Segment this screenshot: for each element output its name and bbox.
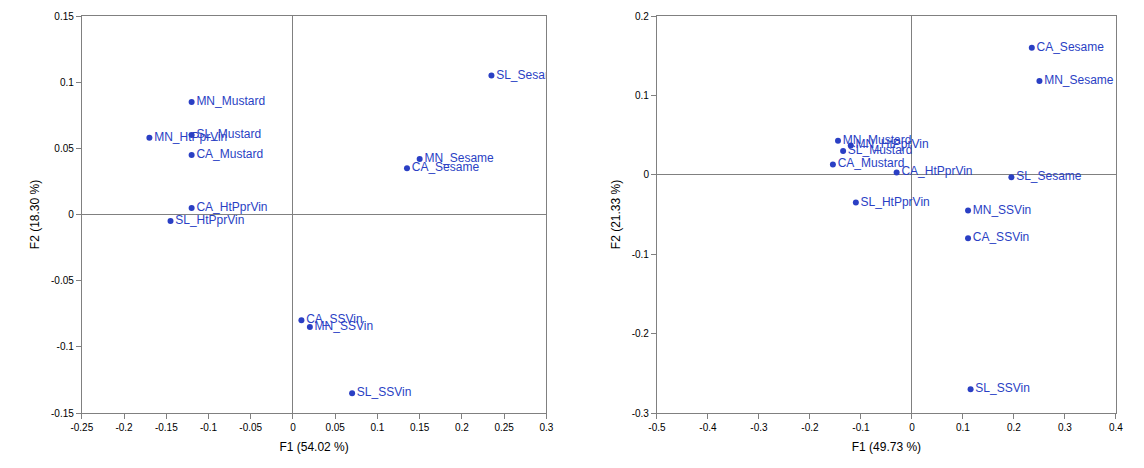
svg-text:0.15: 0.15	[410, 422, 430, 433]
svg-text:-0.3: -0.3	[632, 408, 650, 419]
svg-text:-0.1: -0.1	[632, 249, 650, 260]
svg-text:CA_HtPprVin: CA_HtPprVin	[196, 200, 267, 214]
svg-text:-0.3: -0.3	[750, 422, 768, 433]
svg-text:F1 (49.73 %): F1 (49.73 %)	[852, 440, 921, 454]
svg-text:0.05: 0.05	[54, 143, 74, 154]
svg-text:CA_Mustard: CA_Mustard	[196, 147, 263, 161]
svg-text:0.1: 0.1	[635, 90, 649, 101]
svg-text:-0.1: -0.1	[200, 422, 218, 433]
svg-text:0: 0	[290, 422, 296, 433]
svg-text:MN_HtPprVin: MN_HtPprVin	[154, 130, 227, 144]
svg-text:CA_Sesame: CA_Sesame	[412, 160, 480, 174]
svg-text:-0.1: -0.1	[852, 422, 870, 433]
svg-text:0.1: 0.1	[370, 422, 384, 433]
svg-text:CA_SSVin: CA_SSVin	[306, 312, 362, 326]
svg-text:SL_HtPprVin: SL_HtPprVin	[175, 213, 244, 227]
svg-text:SL_HtPprVin: SL_HtPprVin	[861, 195, 930, 209]
svg-text:0: 0	[68, 209, 74, 220]
svg-text:-0.5: -0.5	[648, 422, 666, 433]
svg-text:-0.15: -0.15	[155, 422, 178, 433]
svg-text:SL_Mustard: SL_Mustard	[196, 127, 261, 141]
svg-text:0.15: 0.15	[54, 11, 74, 22]
svg-text:0: 0	[643, 169, 649, 180]
svg-text:-0.1: -0.1	[57, 341, 75, 352]
svg-text:CA_HtPprVin: CA_HtPprVin	[901, 164, 972, 178]
svg-text:-0.2: -0.2	[115, 422, 133, 433]
svg-text:MN_Sesame: MN_Sesame	[1044, 73, 1114, 87]
svg-text:SL_Mustard: SL_Mustard	[848, 143, 913, 157]
svg-text:0.1: 0.1	[60, 77, 74, 88]
svg-text:-0.05: -0.05	[239, 422, 262, 433]
svg-text:MN_SSVin: MN_SSVin	[315, 319, 373, 333]
svg-text:-0.05: -0.05	[51, 275, 74, 286]
svg-text:0.3: 0.3	[1058, 422, 1072, 433]
svg-text:SL_Sesame: SL_Sesame	[496, 68, 546, 82]
svg-text:MN_Sesame: MN_Sesame	[424, 151, 494, 165]
svg-text:-0.15: -0.15	[51, 408, 74, 419]
svg-text:0.2: 0.2	[635, 11, 649, 22]
svg-text:SL_SSVin: SL_SSVin	[357, 385, 412, 399]
svg-text:0.2: 0.2	[455, 422, 469, 433]
svg-text:0.25: 0.25	[494, 422, 514, 433]
svg-text:MN_HtPprVin: MN_HtPprVin	[856, 137, 929, 151]
svg-text:0.4: 0.4	[1109, 422, 1123, 433]
svg-text:0.2: 0.2	[1007, 422, 1021, 433]
svg-text:CA_SSVin: CA_SSVin	[973, 230, 1029, 244]
svg-text:-0.2: -0.2	[801, 422, 819, 433]
svg-text:0.05: 0.05	[325, 422, 345, 433]
svg-text:MN_Mustard: MN_Mustard	[196, 94, 265, 108]
svg-text:F2 (21.33 %): F2 (21.33 %)	[609, 180, 623, 249]
svg-text:-0.25: -0.25	[70, 422, 93, 433]
svg-text:-0.4: -0.4	[699, 422, 717, 433]
svg-text:CA_Mustard: CA_Mustard	[838, 156, 905, 170]
svg-text:SL_SSVin: SL_SSVin	[975, 381, 1030, 395]
svg-text:0.1: 0.1	[956, 422, 970, 433]
svg-text:0: 0	[909, 422, 915, 433]
svg-text:MN_SSVin: MN_SSVin	[973, 203, 1031, 217]
svg-text:F2 (18.30 %): F2 (18.30 %)	[28, 180, 42, 249]
svg-text:-0.2: -0.2	[632, 328, 650, 339]
svg-text:F1 (54.02 %): F1 (54.02 %)	[279, 440, 348, 454]
svg-text:CA_Sesame: CA_Sesame	[1037, 40, 1105, 54]
svg-text:0.3: 0.3	[539, 422, 553, 433]
svg-text:MN_Mustard: MN_Mustard	[843, 133, 912, 147]
svg-text:SL_Sesame: SL_Sesame	[1016, 169, 1082, 183]
